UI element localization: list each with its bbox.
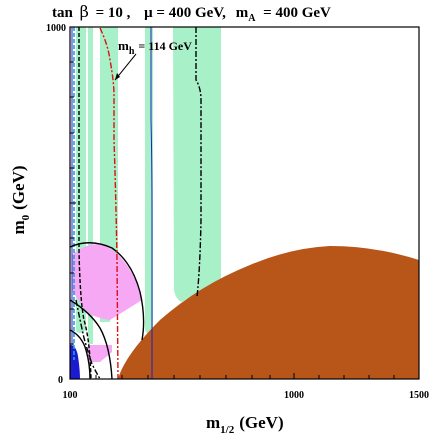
black-dashed-line-left xyxy=(78,27,92,379)
x-tick-label-1500: 1500 xyxy=(409,390,429,401)
green-column-b xyxy=(173,27,221,302)
pink-region-lower xyxy=(88,345,112,362)
annotation-arrowhead xyxy=(115,73,120,80)
y-axis-label: m0(GeV) xyxy=(9,165,32,234)
black-dashdot-lower xyxy=(75,299,101,379)
y-tick-label-0: 0 xyxy=(58,375,63,386)
excluded-region xyxy=(118,246,419,379)
x-tick-label-100: 100 xyxy=(63,390,78,401)
y-tick-label-1000: 1000 xyxy=(46,23,66,34)
x-tick-label-1000: 1000 xyxy=(284,390,304,401)
black-solid-curve-mid xyxy=(70,299,113,379)
higgs-mass-line xyxy=(99,27,119,379)
black-solid-curve-outer xyxy=(70,242,145,341)
higgs-annotation: mh = 114 GeV xyxy=(118,38,192,57)
blue-line-mid xyxy=(150,27,153,379)
black-solid-curve-inner xyxy=(70,329,91,379)
black-dashdot-line xyxy=(195,27,202,298)
plot-area xyxy=(70,27,419,379)
x-axis-label: m1/2 (GeV) xyxy=(206,413,284,436)
chart-title: tan β = 10 , μ = 400 GeV, mA = 400 GeV xyxy=(52,2,331,25)
y-axis-ticks xyxy=(70,61,76,345)
x-axis-ticks xyxy=(69,373,420,379)
pink-region-upper xyxy=(72,244,143,320)
